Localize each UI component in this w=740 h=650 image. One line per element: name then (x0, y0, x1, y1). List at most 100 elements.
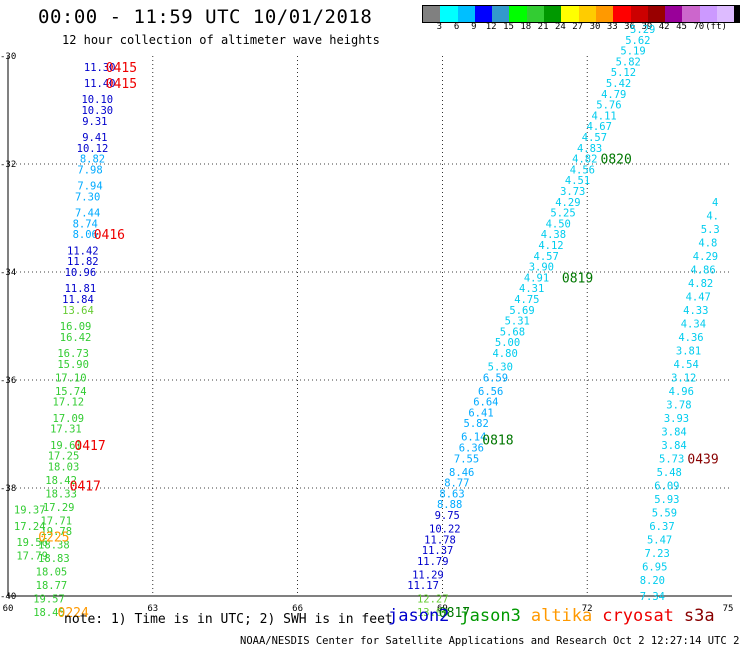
wave-height-value: 4.96 (669, 386, 694, 398)
color-scale-label: 45 (676, 22, 687, 32)
wave-height-value: 6.59 (483, 372, 508, 384)
wave-height-value: 3.78 (666, 399, 691, 411)
color-scale-label: 36 (624, 22, 636, 32)
altimeter-tracks: 11.3011.4010.1010.309.319.4110.128.827.9… (14, 24, 720, 619)
wave-height-value: 4.12 (538, 240, 563, 252)
wave-height-value: 17.79 (16, 551, 48, 563)
wave-height-value: 16.42 (60, 332, 92, 344)
wave-height-value: 11.17 (407, 580, 439, 592)
wave-height-value: 4.34 (681, 318, 706, 330)
legend-item-altika: altika (530, 606, 593, 626)
wave-height-value: 4. (706, 210, 719, 222)
wave-height-value: 4.75 (514, 294, 539, 306)
left-track-2: 19.37 17.24 19.56 17.79 (14, 505, 48, 563)
color-swatch (647, 6, 666, 22)
wave-height-value: 6.64 (473, 397, 498, 409)
lat-tick-label: -40 (0, 592, 16, 602)
lon-tick-label: 69 (437, 604, 448, 614)
pass-time-label: 0415 (106, 77, 137, 92)
pass-time-label: 0820 (601, 153, 632, 168)
wave-height-value: 6.36 (459, 443, 484, 455)
pass-time-label: 0439 (687, 452, 718, 467)
map-title: 00:00 - 11:59 UTC 10/01/2018 (38, 6, 373, 28)
color-scale-label: 30 (589, 22, 601, 32)
wave-height-value: 4.36 (678, 332, 703, 344)
wave-height-value: 5.82 (464, 418, 489, 430)
wave-height-value: 18.42 (45, 475, 77, 487)
wave-height-value: 17.31 (50, 424, 82, 436)
wave-height-value: 4.50 (546, 218, 571, 230)
color-scale-label: 70 (693, 22, 705, 32)
pass-time-label: 0224 (58, 606, 89, 621)
wave-height-value: 18.45 (33, 607, 65, 619)
wave-height-value: 5.59 (652, 507, 677, 519)
wave-height-value: 5.48 (657, 467, 682, 479)
wave-height-value: 18.38 (38, 540, 70, 552)
wave-height-value: 5.69 (509, 305, 534, 317)
wave-height-value: 4.33 (683, 305, 708, 317)
wave-height-value: 11.82 (67, 256, 99, 268)
color-scale-label: 24 (554, 22, 566, 32)
wave-height-value: 3.90 (529, 262, 554, 274)
wave-height-value: 10.10 (81, 94, 113, 106)
wave-height-value: 10.22 (429, 524, 461, 536)
wave-height-value: 8.46 (449, 467, 474, 479)
wave-height-value: 13.09 (417, 607, 449, 619)
pass-time-label: 0415 (106, 61, 137, 76)
wave-height-value: 19.37 (14, 505, 46, 517)
wave-height-value: 5.93 (654, 494, 679, 506)
map-footer: NOAA/NESDIS Center for Satellite Applica… (240, 635, 740, 647)
color-swatch (526, 6, 545, 22)
pass-time-label: 0225 (38, 531, 69, 546)
wave-height-value: 13.64 (62, 305, 94, 317)
wave-height-value: 17.10 (55, 372, 87, 384)
wave-height-value: 8.82 (80, 154, 105, 166)
color-swatch (595, 6, 614, 22)
color-scale-label: (ft) (705, 22, 727, 32)
color-scale-label: 15 (503, 22, 514, 32)
wave-height-value: 16.09 (60, 321, 92, 333)
wave-height-value: 5.82 (616, 56, 641, 68)
wave-height-value: 7.23 (645, 548, 670, 560)
legend-item-jason3: jason3 (459, 606, 521, 626)
color-swatch (509, 6, 527, 22)
wave-height-value: 19.61 (50, 440, 82, 452)
wave-height-value: 4.11 (591, 110, 616, 122)
wave-height-value: 15.90 (57, 359, 89, 371)
color-swatch (492, 6, 510, 22)
wave-height-value: 12.27 (417, 594, 449, 606)
lon-tick-label: 60 (3, 604, 14, 614)
wave-height-value: 18.77 (36, 580, 68, 592)
wave-height-value: 11.84 (62, 294, 94, 306)
pass-time-label: 0416 (94, 228, 125, 243)
wave-height-value: 11.42 (67, 245, 99, 257)
legend-item-jason2: jason2 (388, 606, 450, 626)
wave-height-value: 9.41 (82, 132, 107, 144)
wave-height-value: 7.34 (640, 591, 665, 603)
wave-height-value: 18.83 (38, 553, 70, 565)
pass-time-label: 0819 (562, 271, 593, 286)
left-track: 11.3011.4010.1010.309.319.4110.128.827.9… (33, 62, 115, 619)
wave-height-value: 6.95 (642, 561, 667, 573)
color-scale-bar (422, 5, 740, 23)
wave-height-value: 4.29 (693, 251, 718, 263)
wave-height-value: 3.73 (560, 186, 585, 198)
legend-item-cryosat: cryosat (602, 606, 674, 626)
color-scale-labels: 3 6 9 12 15 18 21 24 27 30 33 36 39 42 45 70 (ft) (422, 22, 734, 34)
lat-tick-label: -36 (0, 376, 16, 386)
wave-height-value: 6.41 (468, 407, 493, 419)
wave-height-value: 10.30 (81, 105, 113, 117)
wave-height-value: 16.73 (57, 348, 89, 360)
wave-height-value: 18.03 (48, 461, 80, 473)
wave-height-value: 19.56 (16, 537, 48, 549)
wave-height-value: 4 (712, 197, 718, 209)
color-swatch (717, 6, 735, 22)
wave-height-value: 4.56 (570, 164, 595, 176)
wave-height-value: 4.31 (519, 283, 544, 295)
wave-height-value: 7.30 (75, 191, 100, 203)
color-scale-label: 9 (471, 22, 477, 32)
wave-height-value: 17.24 (14, 521, 46, 533)
wave-height-value: 4.29 (555, 197, 580, 209)
